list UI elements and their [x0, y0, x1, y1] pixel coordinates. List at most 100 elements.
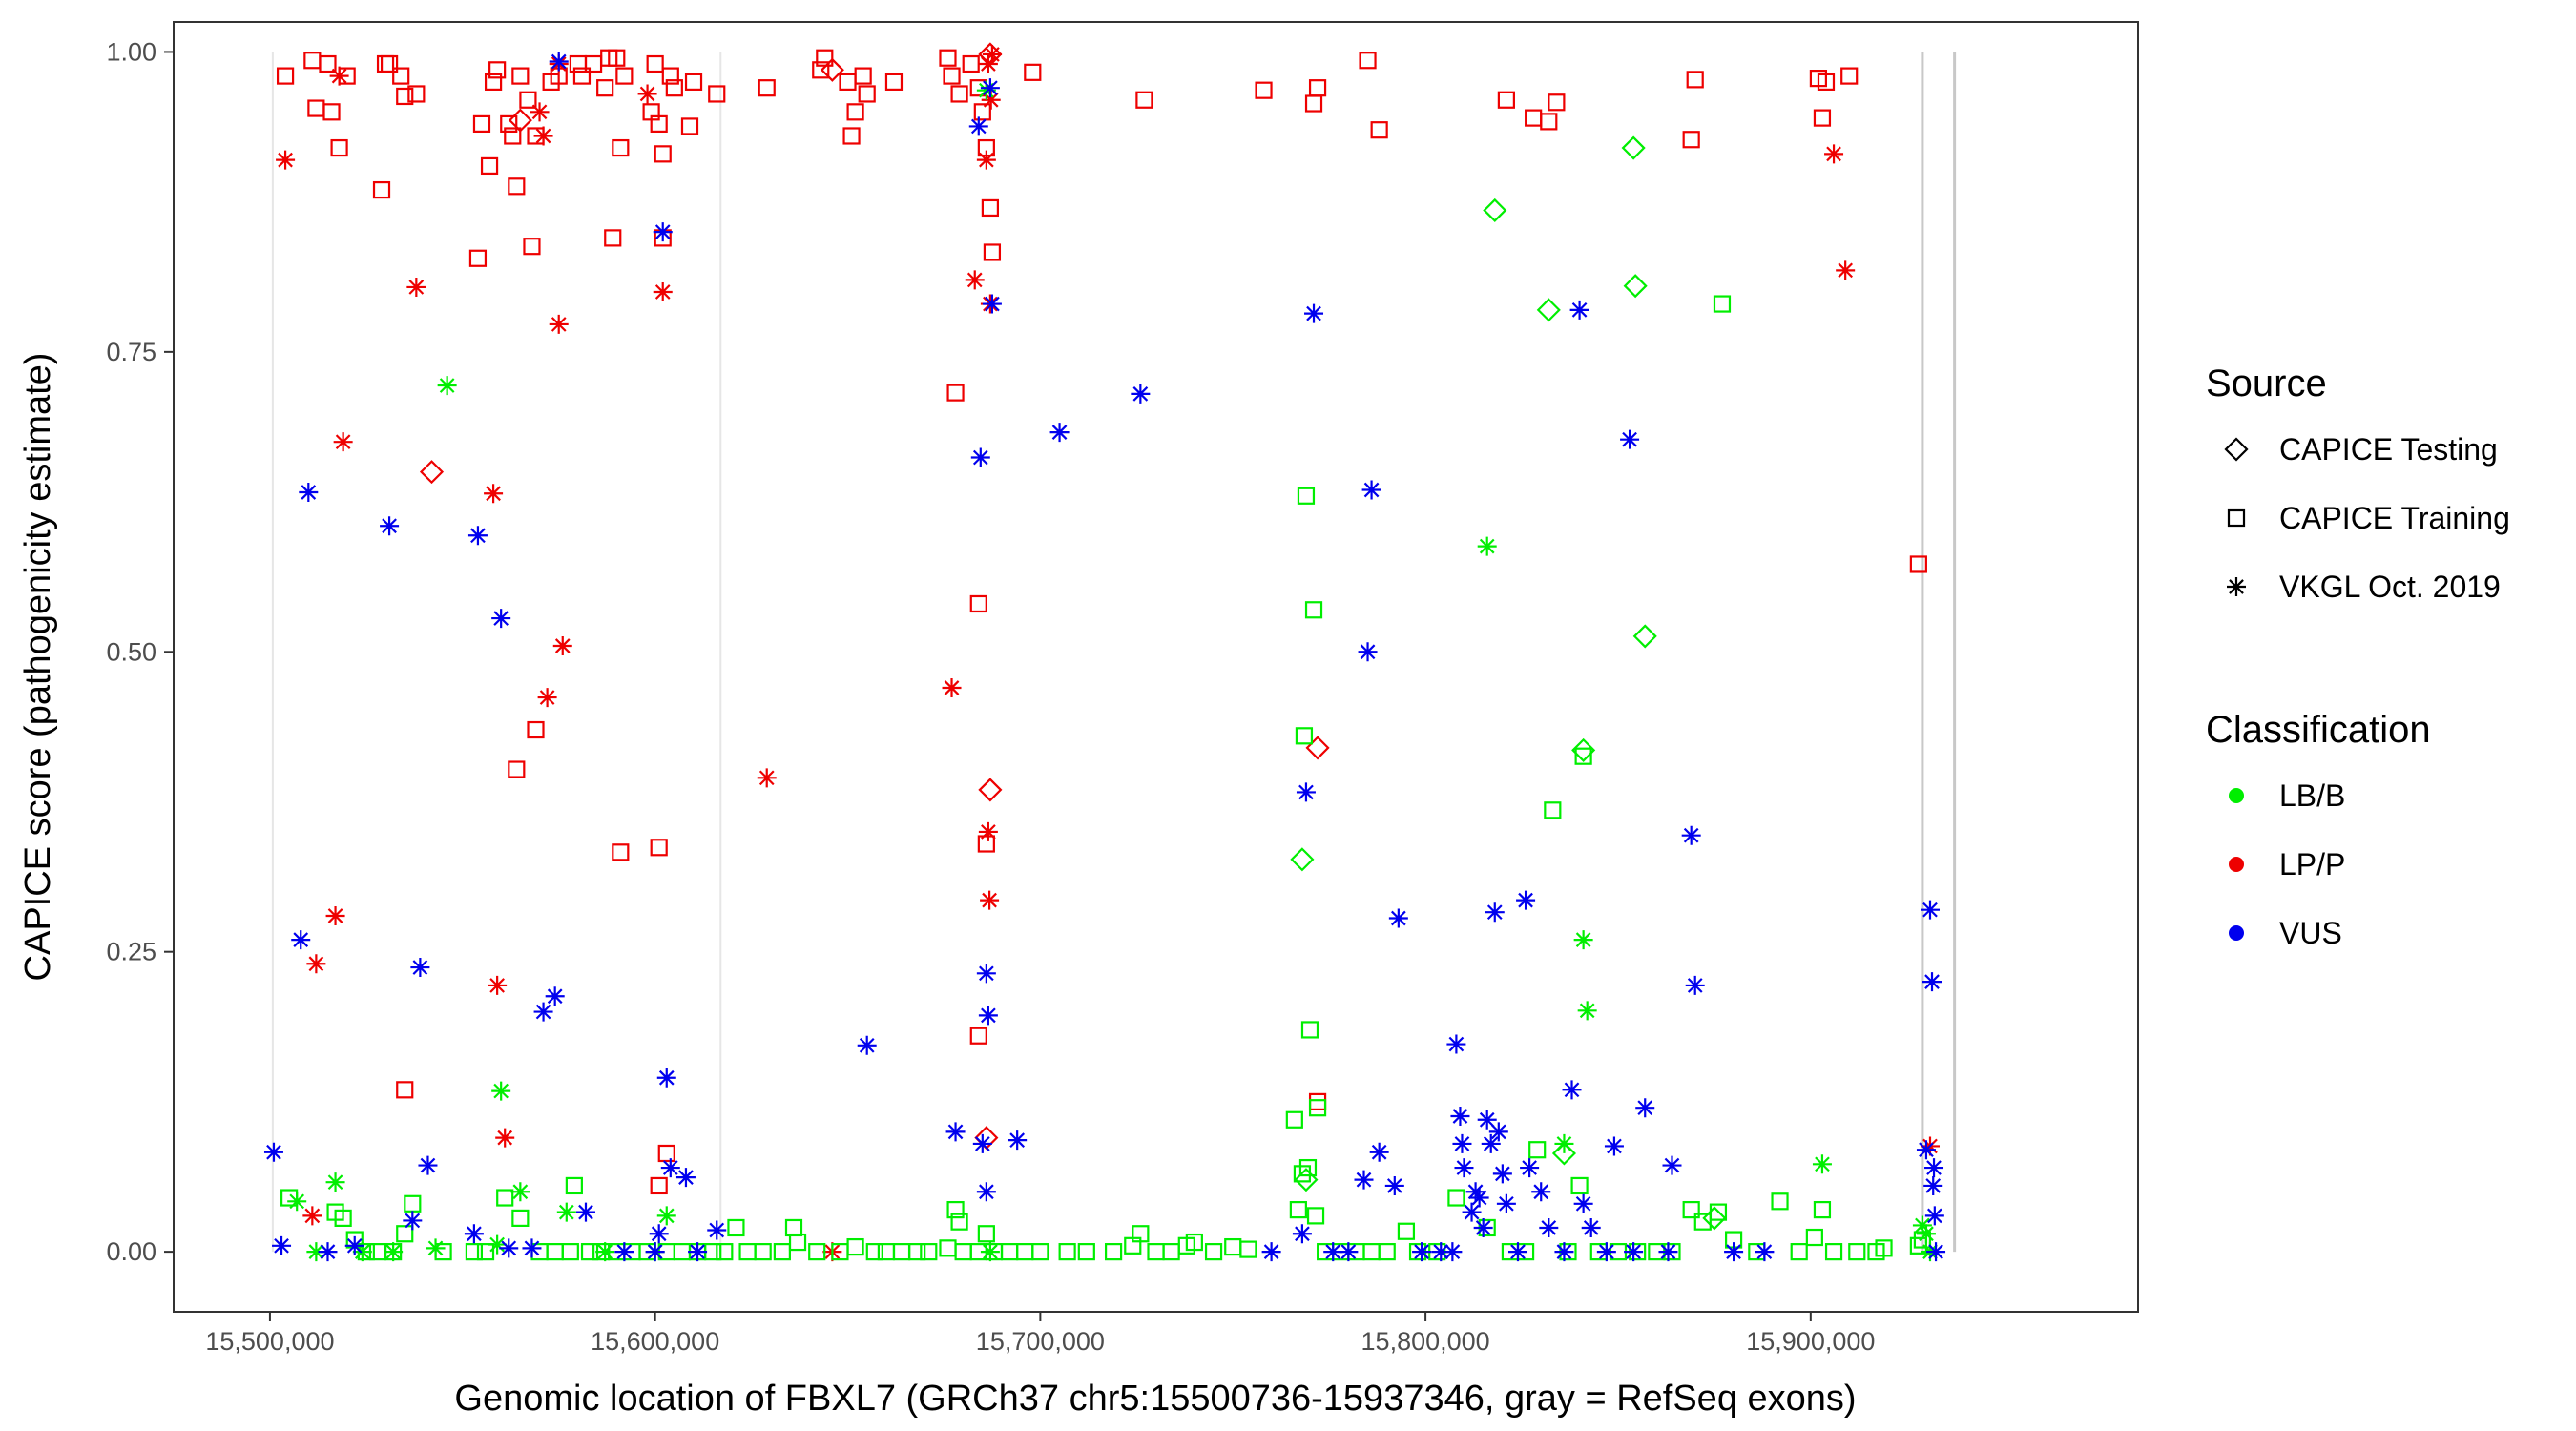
data-point — [1658, 1242, 1678, 1262]
data-point — [884, 73, 904, 91]
data-point — [1496, 1193, 1516, 1213]
data-point — [1361, 480, 1381, 500]
data-point — [510, 1182, 530, 1202]
data-point — [407, 85, 426, 103]
data-point — [1481, 1133, 1501, 1153]
data-point — [306, 954, 326, 974]
data-point — [537, 688, 557, 708]
data-point — [1412, 1242, 1432, 1262]
data-point — [656, 1068, 676, 1088]
data-point — [464, 1224, 484, 1244]
legend-source-items: CAPICE Testing CAPICE Training VKGL Oct. 2… — [2224, 432, 2510, 604]
data-point — [981, 198, 999, 218]
data-point — [306, 1242, 326, 1262]
data-point — [1454, 1158, 1474, 1178]
y-tick-label: 0.25 — [106, 938, 156, 966]
legend-key-asterisk — [2227, 577, 2246, 596]
data-point — [480, 156, 499, 176]
data-point — [612, 843, 630, 861]
data-point — [857, 1035, 877, 1055]
x-tick-label: 15,900,000 — [1746, 1327, 1875, 1356]
data-point — [1635, 1098, 1655, 1118]
data-point — [950, 85, 968, 103]
data-point — [527, 720, 545, 739]
data-point — [1571, 737, 1596, 762]
data-point — [1358, 642, 1378, 662]
data-point — [1624, 1242, 1644, 1262]
data-point — [519, 91, 537, 109]
data-point — [976, 1182, 996, 1202]
data-point — [406, 277, 426, 297]
data-point — [552, 635, 572, 655]
data-point — [1058, 1243, 1076, 1261]
data-point — [1483, 197, 1507, 223]
data-point — [319, 54, 337, 73]
data-point — [920, 1243, 938, 1261]
data-point — [1077, 1243, 1095, 1261]
data-point — [1323, 1242, 1343, 1262]
data-point — [1290, 847, 1315, 872]
data-point — [1488, 1122, 1508, 1142]
data-point — [846, 1237, 864, 1256]
data-point — [942, 678, 962, 698]
data-point — [384, 1242, 404, 1262]
data-point — [1686, 71, 1704, 89]
data-point — [1289, 1200, 1307, 1219]
data-point — [1443, 1242, 1463, 1262]
legend-key-color — [2229, 925, 2244, 941]
data-point — [980, 78, 1000, 98]
data-point — [716, 1243, 734, 1261]
data-point — [758, 79, 776, 97]
data-point — [556, 1202, 576, 1222]
data-point — [1573, 930, 1593, 950]
data-point — [468, 249, 488, 267]
data-point — [908, 1243, 926, 1261]
data-point — [1713, 295, 1732, 313]
data-point — [1292, 1224, 1312, 1244]
data-point — [980, 1242, 1000, 1262]
data-point — [1924, 1206, 1944, 1226]
data-point — [276, 67, 295, 85]
data-point — [465, 1243, 484, 1261]
data-point — [661, 67, 679, 85]
data-point — [1031, 1243, 1049, 1261]
data-point — [1306, 1207, 1325, 1225]
data-point — [858, 85, 876, 103]
data-point — [410, 958, 430, 978]
data-point — [657, 1144, 675, 1163]
data-point — [653, 222, 673, 242]
data-point — [1339, 1242, 1359, 1262]
data-point — [1450, 1107, 1470, 1126]
data-point — [945, 1122, 966, 1142]
data-point — [1308, 79, 1327, 97]
data-point — [1836, 260, 1856, 280]
data-point — [511, 67, 530, 85]
data-point — [1540, 113, 1558, 131]
data-point — [1596, 1242, 1616, 1262]
data-point — [1298, 1158, 1318, 1177]
data-point — [491, 609, 511, 629]
data-point — [983, 243, 1002, 261]
data-point — [403, 1211, 423, 1231]
data-point — [380, 54, 399, 73]
data-point — [1573, 1193, 1593, 1213]
data-point — [1516, 890, 1536, 910]
data-point — [615, 67, 634, 85]
data-point — [637, 84, 657, 104]
data-point — [854, 67, 872, 85]
data-point — [418, 1155, 438, 1175]
data-point — [665, 79, 683, 97]
data-point — [970, 447, 990, 467]
y-tick-label: 0.50 — [106, 637, 156, 666]
data-point — [1477, 1110, 1497, 1130]
x-axis-title: Genomic location of FBXL7 (GRCh37 chr5:1… — [454, 1379, 1856, 1419]
data-point — [812, 61, 830, 79]
data-point — [1632, 624, 1657, 649]
data-point — [1840, 67, 1859, 85]
data-point — [1662, 1155, 1682, 1175]
data-point — [467, 526, 488, 546]
data-point — [650, 839, 668, 857]
x-tick-label: 15,800,000 — [1361, 1327, 1490, 1356]
data-point — [372, 180, 391, 199]
data-point — [1682, 1200, 1700, 1219]
